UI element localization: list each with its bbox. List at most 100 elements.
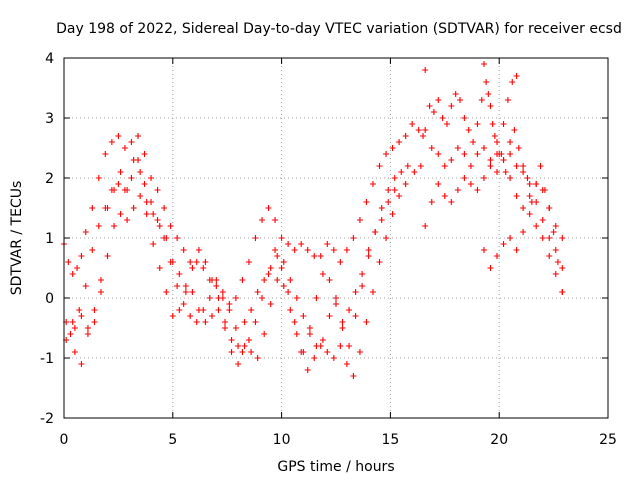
data-point-marker [343, 247, 350, 253]
data-point-marker [252, 235, 259, 241]
data-point-marker [317, 343, 324, 349]
data-point-marker [363, 199, 370, 205]
data-point-marker [515, 145, 522, 151]
data-point-marker [154, 187, 161, 193]
x-tick-label: 0 [60, 432, 69, 448]
data-point-marker [150, 241, 157, 247]
data-point-marker [448, 199, 455, 205]
data-point-marker [500, 121, 507, 127]
data-point-marker [291, 319, 298, 325]
data-point-marker [78, 313, 85, 319]
data-point-marker [383, 235, 390, 241]
data-point-marker [343, 361, 350, 367]
data-point-marker [498, 151, 505, 157]
data-point-marker [189, 289, 196, 295]
data-point-marker [391, 175, 398, 181]
data-point-marker [396, 193, 403, 199]
data-point-marker [300, 313, 307, 319]
data-point-marker [108, 139, 115, 145]
data-point-marker [396, 139, 403, 145]
y-tick-label: 1 [45, 231, 54, 247]
data-point-marker [487, 157, 494, 163]
data-point-marker [539, 217, 546, 223]
data-point-marker [182, 289, 189, 295]
data-point-marker [333, 301, 339, 307]
data-point-marker [298, 241, 305, 247]
data-point-marker [187, 313, 194, 319]
data-point-marker [248, 307, 255, 313]
data-point-marker [287, 277, 294, 283]
data-point-marker [494, 253, 501, 259]
data-point-marker [91, 307, 98, 313]
x-tick-label: 5 [168, 432, 177, 448]
data-point-marker [478, 97, 485, 103]
data-point-marker [317, 253, 324, 259]
y-tick-label: -1 [40, 351, 54, 367]
data-point-marker [104, 253, 111, 259]
data-point-marker [365, 247, 372, 253]
data-point-marker [215, 307, 222, 313]
data-point-marker [293, 295, 300, 301]
data-point-marker [137, 169, 144, 175]
data-point-marker [435, 151, 442, 157]
data-point-marker [265, 205, 272, 211]
data-point-marker [480, 247, 487, 253]
data-point-marker [287, 307, 294, 313]
data-point-marker [134, 133, 141, 139]
series-group [61, 121, 427, 307]
data-point-marker [232, 325, 239, 331]
data-point-marker [537, 163, 544, 169]
data-point-marker [137, 193, 144, 199]
data-point-marker [546, 235, 553, 241]
data-point-marker [511, 127, 518, 133]
series-group [422, 151, 566, 241]
data-point-marker [428, 199, 435, 205]
data-point-marker [128, 175, 135, 181]
data-point-marker [330, 247, 337, 253]
data-point-marker [494, 169, 501, 175]
data-point-marker [169, 313, 176, 319]
data-point-marker [304, 247, 311, 253]
data-point-marker [524, 175, 531, 181]
data-point-marker [485, 91, 492, 97]
data-point-marker [274, 277, 281, 283]
data-point-marker [245, 337, 252, 343]
data-point-marker [167, 259, 174, 265]
data-point-marker [280, 283, 287, 289]
data-point-marker [500, 157, 507, 163]
data-point-marker [306, 331, 313, 337]
data-point-marker [441, 193, 448, 199]
y-tick-label: 3 [45, 111, 54, 127]
data-point-marker [163, 289, 170, 295]
data-point-marker [319, 271, 326, 277]
data-point-marker [559, 289, 566, 295]
x-tick-label: 15 [381, 432, 399, 448]
data-point-marker [491, 133, 498, 139]
data-point-marker [369, 181, 376, 187]
data-point-marker [356, 217, 363, 223]
data-point-marker [89, 205, 96, 211]
data-point-marker [235, 343, 242, 349]
data-point-marker [304, 367, 311, 373]
data-point-marker [398, 169, 405, 175]
data-point-marker [134, 157, 141, 163]
data-point-marker [261, 277, 268, 283]
data-point-marker [526, 193, 533, 199]
data-point-marker [311, 253, 318, 259]
data-point-marker [422, 223, 429, 229]
data-point-marker [130, 205, 137, 211]
data-point-marker [330, 355, 337, 361]
data-point-marker [507, 235, 514, 241]
data-point-marker [439, 115, 446, 121]
data-point-marker [128, 139, 135, 145]
data-point-marker [115, 133, 122, 139]
data-point-marker [202, 259, 209, 265]
data-point-marker [420, 133, 427, 139]
data-point-marker [69, 271, 76, 277]
data-point-marker [272, 247, 279, 253]
data-point-marker [228, 337, 235, 343]
data-point-marker [391, 187, 398, 193]
data-point-marker [554, 259, 561, 265]
data-point-marker [502, 169, 509, 175]
data-point-marker [65, 259, 72, 265]
